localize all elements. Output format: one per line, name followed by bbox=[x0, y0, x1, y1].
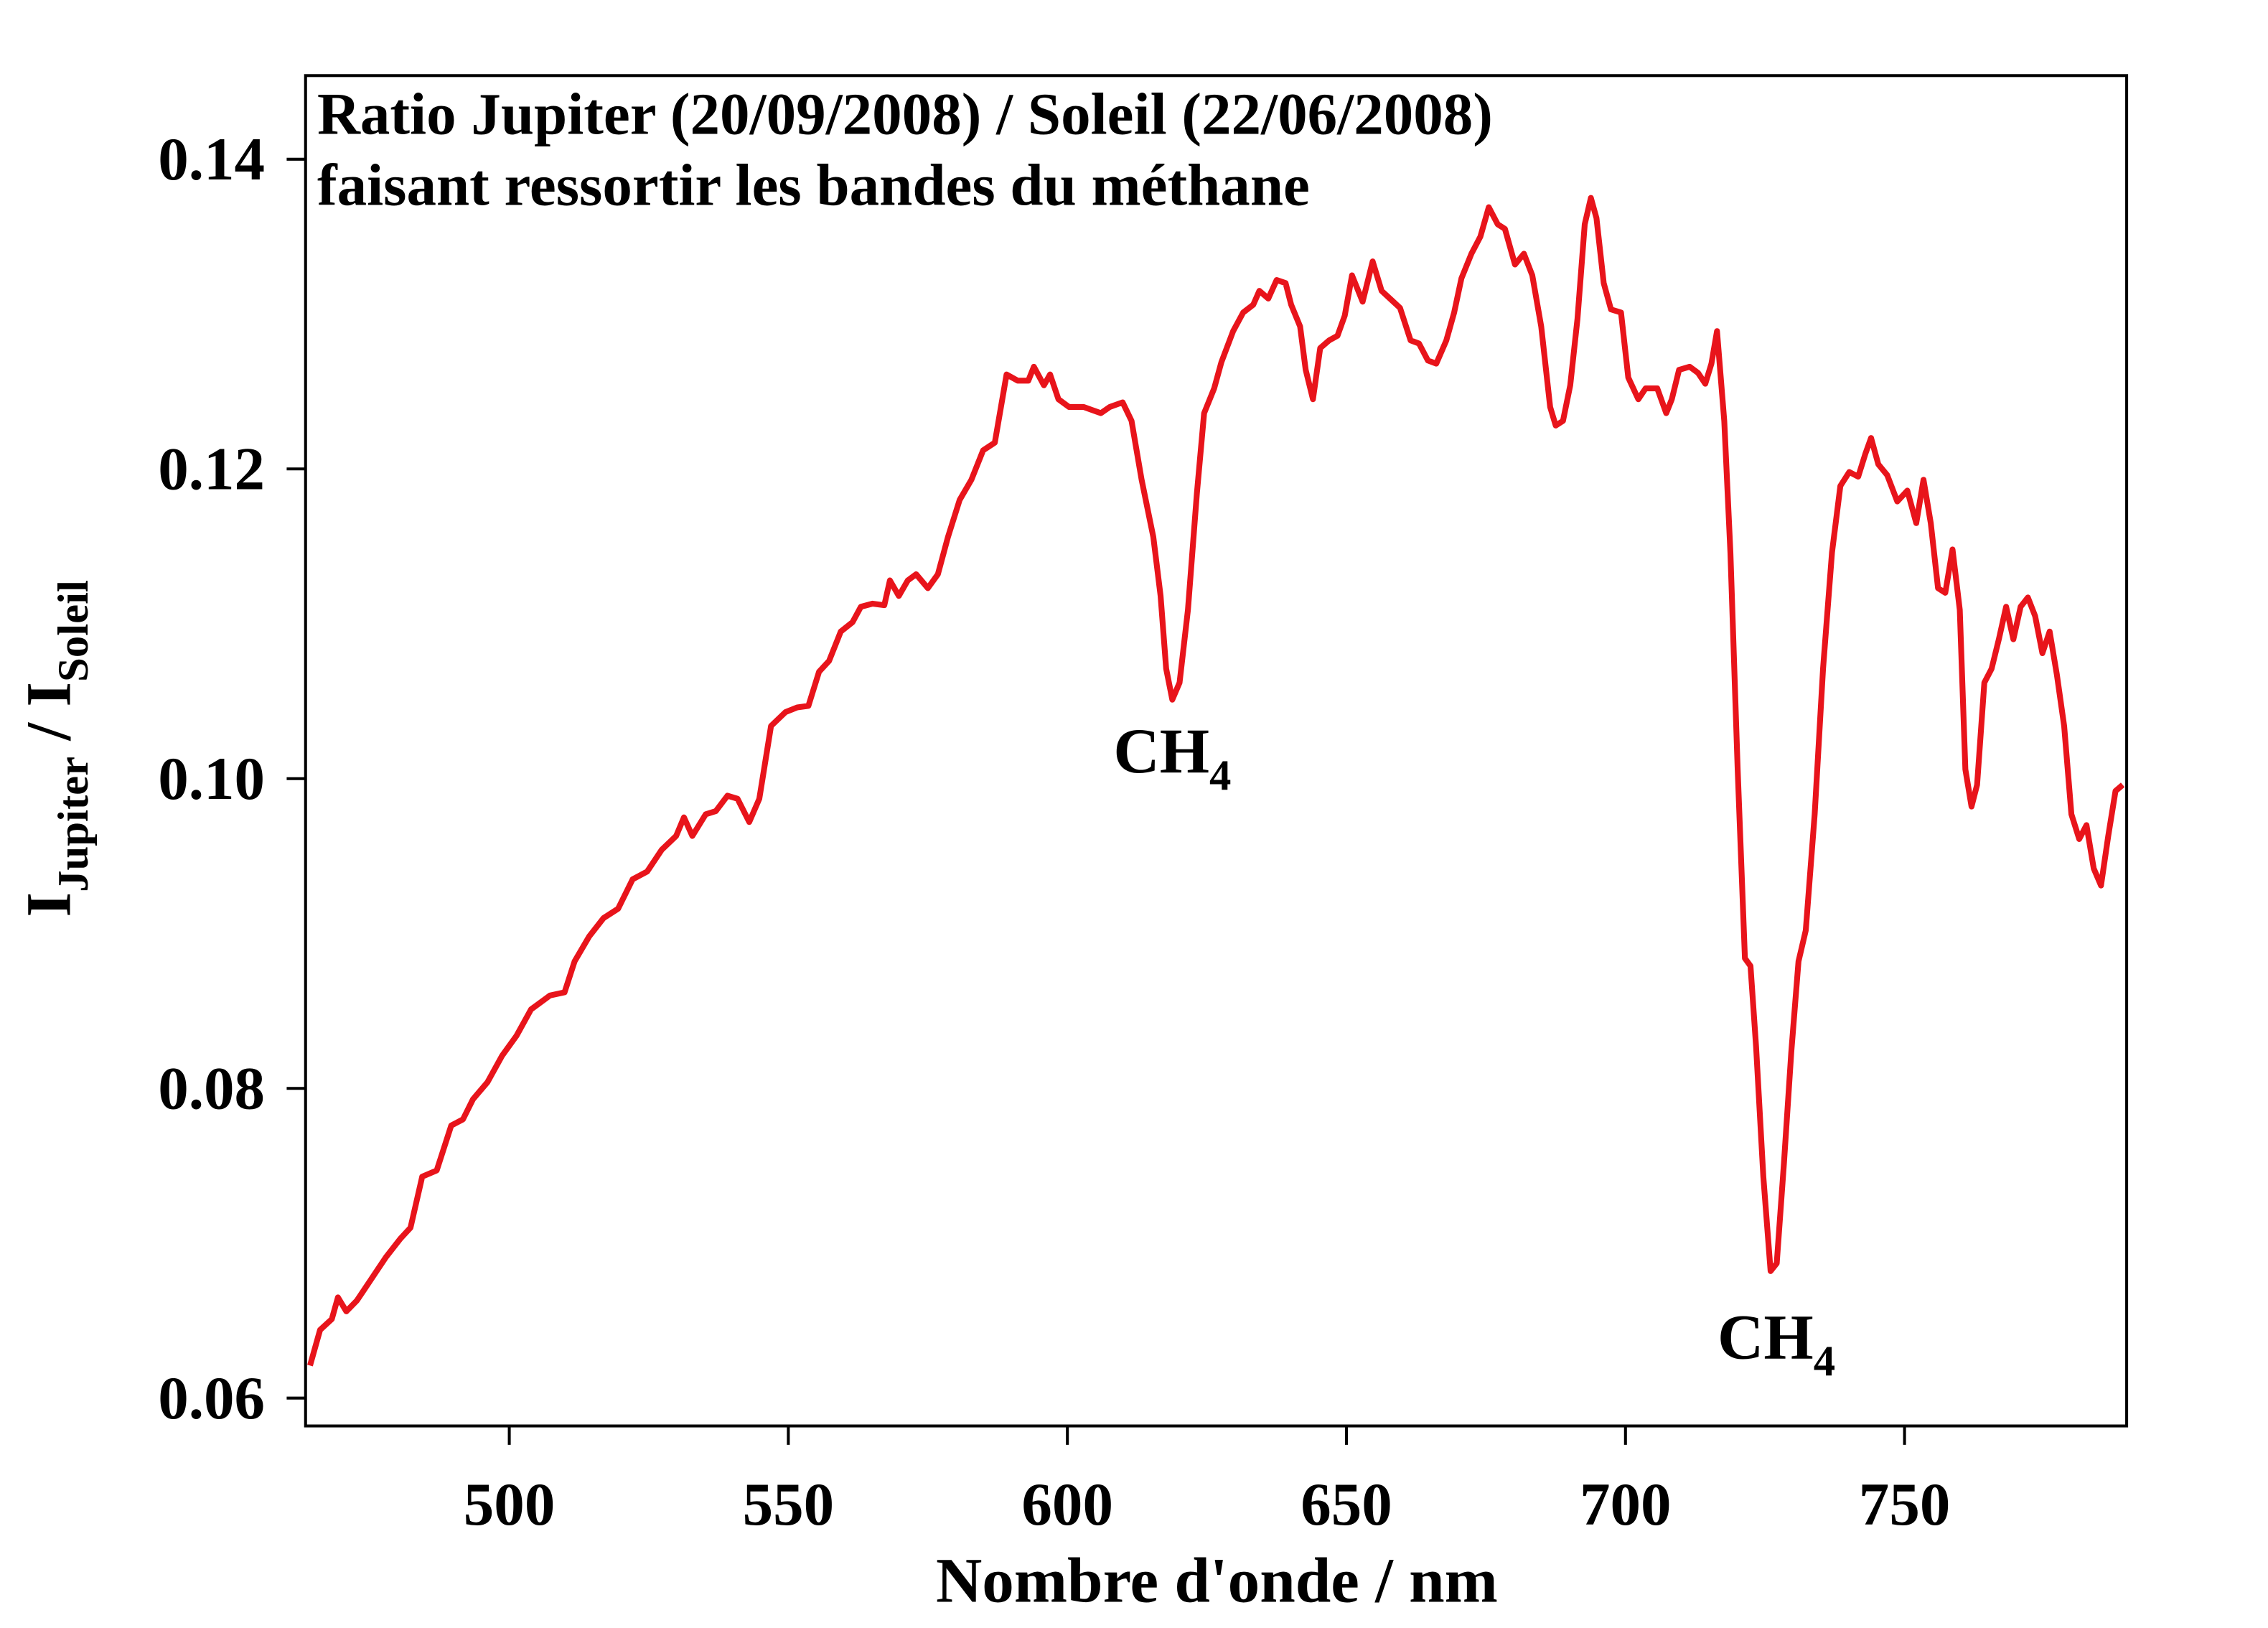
annotation-sub: 4 bbox=[1814, 1338, 1835, 1386]
y-axis-label-sub: Soleil bbox=[50, 580, 98, 682]
x-tick-label: 600 bbox=[1021, 1471, 1113, 1538]
y-tick-label: 0.14 bbox=[158, 126, 265, 193]
y-axis-label-part: I bbox=[14, 892, 85, 917]
annotation: CH4 bbox=[1718, 1302, 1835, 1385]
annotation-text: CH bbox=[1718, 1302, 1814, 1372]
chart-title: faisant ressortir les bandes du méthane bbox=[317, 152, 1310, 218]
y-tick-label: 0.12 bbox=[158, 436, 265, 503]
data-line bbox=[307, 195, 2125, 1367]
annotation-sub: 4 bbox=[1209, 752, 1231, 800]
y-tick-label: 0.10 bbox=[158, 745, 265, 813]
y-tick-label: 0.08 bbox=[158, 1055, 265, 1123]
x-tick-label: 750 bbox=[1859, 1471, 1951, 1538]
y-axis-label: IJupiter / ISoleil bbox=[14, 580, 98, 917]
x-tick-label: 550 bbox=[743, 1471, 835, 1538]
plot-frame bbox=[304, 74, 2129, 1428]
y-axis-label-part: / I bbox=[14, 682, 85, 757]
y-tick-label: 0.06 bbox=[158, 1365, 265, 1432]
annotation-text: CH bbox=[1113, 716, 1209, 787]
x-tick-label: 700 bbox=[1580, 1471, 1672, 1538]
x-axis-label: Nombre d'onde / nm bbox=[936, 1546, 1498, 1617]
x-tick-label: 500 bbox=[464, 1471, 556, 1538]
chart-title: Ratio Jupiter (20/09/2008) / Soleil (22/… bbox=[317, 80, 1493, 146]
y-axis-label-sub: Jupiter bbox=[50, 757, 98, 892]
annotation: CH4 bbox=[1113, 716, 1231, 800]
x-tick-label: 650 bbox=[1301, 1471, 1392, 1538]
